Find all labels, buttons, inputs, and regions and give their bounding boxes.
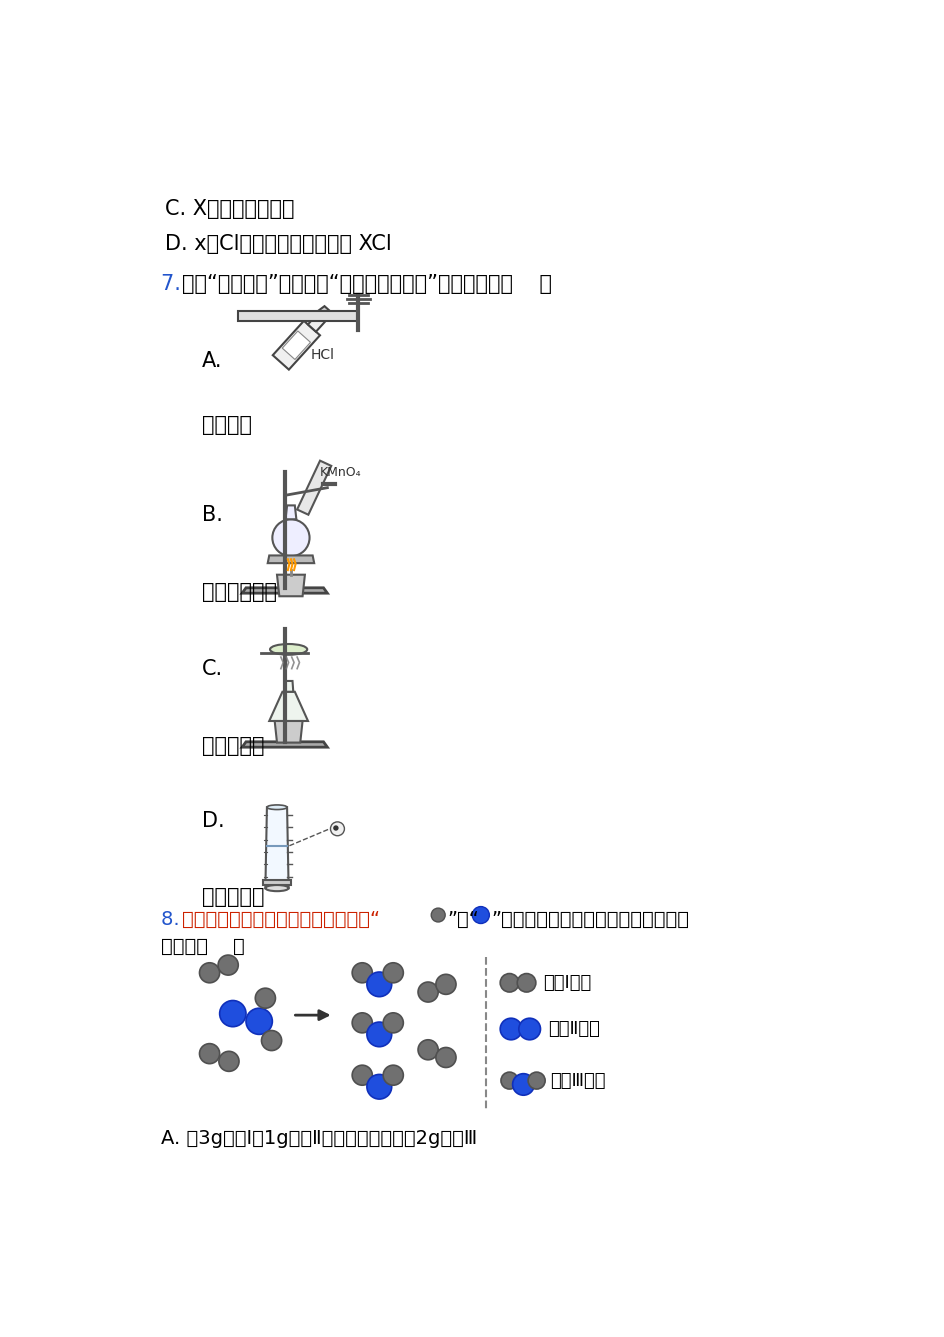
Text: C.: C. [202,659,223,679]
Polygon shape [318,306,332,320]
Polygon shape [284,681,293,691]
Circle shape [218,955,238,975]
Circle shape [333,825,338,830]
Circle shape [499,1019,521,1040]
Polygon shape [282,332,311,360]
Text: ”分别表示不同的原子，下列说法不正: ”分别表示不同的原子，下列说法不正 [491,909,689,929]
Circle shape [261,1031,281,1051]
Circle shape [417,983,438,1001]
Circle shape [417,1040,438,1060]
Polygon shape [265,808,288,888]
Circle shape [528,1072,545,1090]
Text: 受热仪器破裂: 受热仪器破裂 [202,583,277,603]
Polygon shape [296,461,331,515]
Circle shape [472,906,489,924]
Circle shape [352,963,372,983]
Circle shape [512,1074,533,1095]
Polygon shape [285,505,296,519]
Polygon shape [273,321,320,369]
Text: D. x与Cl形成的离子化合物为 XCl: D. x与Cl形成的离子化合物为 XCl [164,234,391,254]
Text: 溶液蕲不干: 溶液蕲不干 [202,737,264,757]
Circle shape [435,975,456,995]
Text: HCl: HCl [310,348,334,362]
Circle shape [366,972,391,996]
Circle shape [330,822,344,836]
Circle shape [499,973,518,992]
Circle shape [382,1013,403,1034]
Circle shape [382,1066,403,1086]
Polygon shape [238,310,358,321]
Circle shape [219,1051,239,1071]
Text: 8.: 8. [160,909,185,929]
Text: 物质Ⅱ分子: 物质Ⅱ分子 [548,1020,599,1038]
Polygon shape [269,691,308,721]
Ellipse shape [270,644,307,655]
Circle shape [500,1072,517,1090]
Circle shape [272,519,310,556]
Text: 读数不正确: 读数不正确 [202,886,264,906]
Polygon shape [277,575,305,596]
Circle shape [199,963,219,983]
Polygon shape [308,312,327,332]
Polygon shape [262,880,291,885]
Circle shape [199,1044,219,1064]
Circle shape [219,1000,245,1027]
Circle shape [366,1075,391,1099]
Circle shape [352,1013,372,1034]
Circle shape [245,1008,272,1035]
Circle shape [518,1019,540,1040]
Text: 物质Ⅲ分子: 物质Ⅲ分子 [549,1071,605,1090]
Text: ”和“: ”和“ [447,909,479,929]
Text: 确的是（    ）: 确的是（ ） [160,937,244,956]
Circle shape [430,908,445,923]
Circle shape [366,1021,391,1047]
Text: D.: D. [202,812,225,832]
Circle shape [382,963,403,983]
Circle shape [255,988,275,1008]
Text: 标签受损: 标签受损 [202,414,251,435]
Ellipse shape [266,805,287,809]
Polygon shape [242,742,327,747]
Polygon shape [267,555,313,563]
Text: A. 每3g物质Ⅰ与1g物质Ⅱ恰好完全反应生扙2g物质Ⅲ: A. 每3g物质Ⅰ与1g物质Ⅱ恰好完全反应生扙2g物质Ⅲ [160,1130,477,1148]
Text: 7.: 7. [160,274,187,294]
Text: B.: B. [202,505,223,525]
Circle shape [435,1047,456,1067]
Circle shape [516,973,535,992]
Polygon shape [242,588,327,594]
Text: 图示“错误操作”与图下面“可能产生的后果”不一致的是（    ）: 图示“错误操作”与图下面“可能产生的后果”不一致的是（ ） [181,274,551,294]
Text: KMnO₄: KMnO₄ [319,465,361,479]
Ellipse shape [265,885,288,892]
Text: 某化学反应的微观示意图如图，图中“: 某化学反应的微观示意图如图，图中“ [181,909,379,929]
Text: A.: A. [202,352,222,372]
Text: C. X属于非金属元素: C. X属于非金属元素 [164,199,294,219]
Text: 物质Ⅰ分子: 物质Ⅰ分子 [543,973,591,992]
Polygon shape [275,721,302,742]
Circle shape [352,1066,372,1086]
